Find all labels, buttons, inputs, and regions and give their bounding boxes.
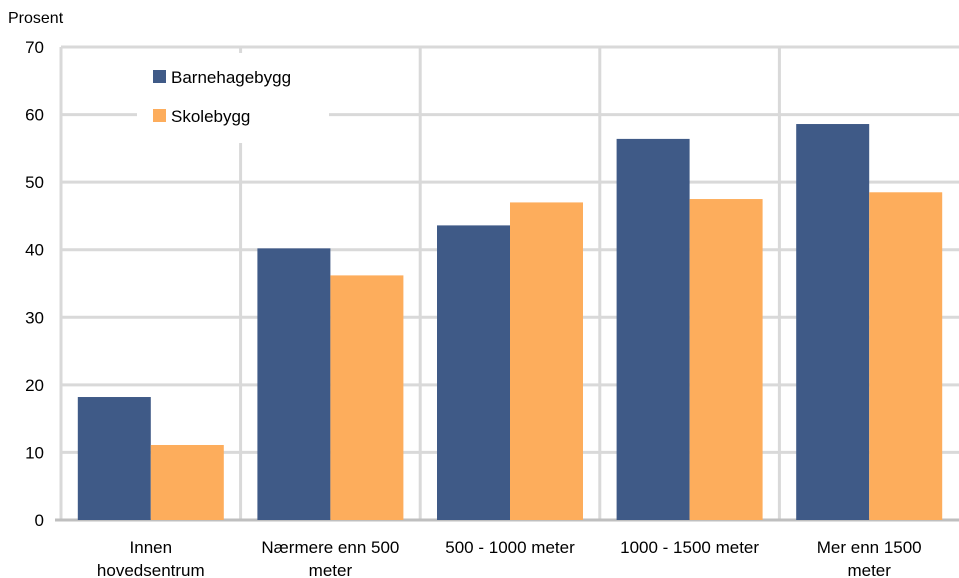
y-axis-ticks: 0 10 20 30 40 50 60 70 [25,38,44,530]
x-tick-label: 500 - 1000 meter [445,538,575,557]
bar-skolebygg-4 [869,192,943,520]
legend-label: Barnehagebygg [171,68,291,87]
bar-barnehagebygg-2 [437,225,510,521]
x-tick-label: 1000 - 1500 meter [620,538,759,557]
legend-swatch [153,109,166,122]
y-tick-label: 20 [25,376,44,395]
y-tick-label: 30 [25,308,44,327]
legend-box [137,53,329,143]
x-tick-label: Nærmere enn 500 meter [261,538,399,578]
legend-swatch [153,70,166,83]
bars [77,124,943,521]
x-axis-labels: Innen hovedsentrum Nærmere enn 500 meter 500… [97,538,922,578]
y-tick-label: 60 [25,106,44,125]
y-tick-label: 50 [25,173,44,192]
x-tick-label: Mer enn 1500 meter [817,538,922,578]
y-tick-label: 0 [35,511,44,530]
bar-skolebygg-3 [689,199,763,521]
bar-skolebygg-0 [150,444,224,520]
y-tick-label: 10 [25,443,44,462]
legend: Barnehagebygg Skolebygg [137,53,329,143]
bar-barnehagebygg-1 [257,248,331,520]
y-tick-label: 40 [25,241,44,260]
y-tick-label: 70 [25,38,44,57]
bar-barnehagebygg-3 [616,138,690,520]
x-tick-label: Innen hovedsentrum [97,538,205,578]
bar-barnehagebygg-0 [77,397,151,520]
bar-skolebygg-2 [510,202,583,520]
legend-label: Skolebygg [171,107,250,126]
bar-skolebygg-1 [330,275,404,520]
bar-barnehagebygg-4 [796,124,870,520]
y-axis-label: Prosent [8,10,64,27]
